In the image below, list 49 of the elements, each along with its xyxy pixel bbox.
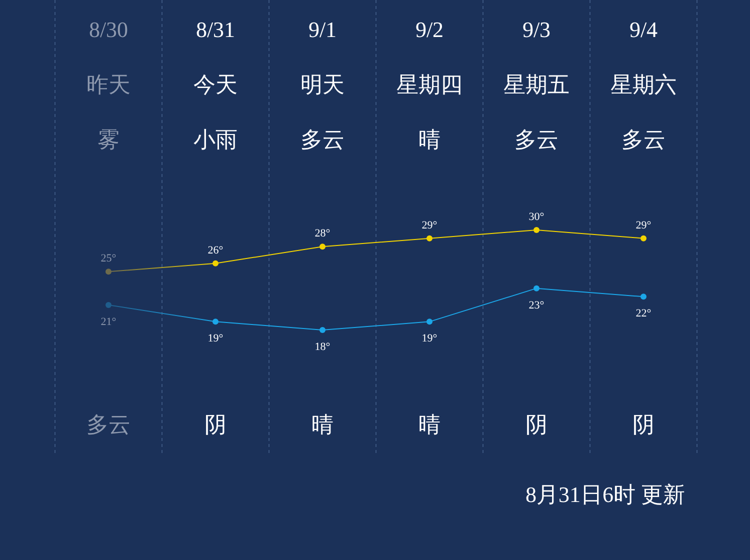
data-label: 29° bbox=[422, 219, 438, 232]
point bbox=[320, 244, 326, 250]
data-label: 18° bbox=[314, 341, 330, 353]
data-label: 22° bbox=[636, 308, 652, 320]
data-label: 30° bbox=[528, 211, 544, 223]
x-tick-label: 8/30 bbox=[88, 17, 128, 42]
text: 昨天 bbox=[86, 71, 132, 99]
text: 星期四 bbox=[396, 71, 464, 99]
text: 阴 bbox=[632, 411, 656, 439]
text: 多云 bbox=[86, 411, 132, 439]
text: 阴 bbox=[204, 411, 228, 439]
x-tick-label: 9/3 bbox=[522, 17, 551, 42]
data-label: 23° bbox=[528, 299, 544, 312]
data-label: 19° bbox=[422, 332, 438, 345]
x-tick-label: 8/31 bbox=[196, 17, 236, 42]
data-label: 26° bbox=[208, 244, 224, 256]
text: 晴 bbox=[418, 411, 442, 439]
data-label: 29° bbox=[636, 219, 652, 232]
point bbox=[534, 227, 540, 233]
point bbox=[320, 327, 326, 333]
text: 今天 bbox=[192, 71, 238, 99]
point bbox=[426, 318, 432, 325]
data-label: 28° bbox=[314, 228, 330, 240]
point bbox=[534, 285, 540, 292]
point bbox=[106, 268, 112, 275]
text: 小雨 bbox=[192, 126, 238, 154]
x-tick-label: 9/2 bbox=[415, 17, 444, 42]
text: 8月31日6时 更新 bbox=[526, 481, 685, 509]
text: 星期五 bbox=[502, 71, 570, 99]
text: 晴 bbox=[418, 126, 442, 154]
point bbox=[212, 318, 218, 325]
point bbox=[640, 235, 646, 242]
point bbox=[426, 235, 432, 242]
data-label: 21° bbox=[100, 316, 116, 328]
text: 多云 bbox=[300, 126, 346, 154]
text: 晴 bbox=[310, 411, 334, 439]
text: 星期六 bbox=[610, 71, 678, 99]
x-tick-label: 9/1 bbox=[308, 17, 337, 42]
x-tick-label: 9/4 bbox=[629, 17, 658, 42]
text: 多云 bbox=[514, 126, 560, 154]
text: 多云 bbox=[620, 126, 666, 154]
point bbox=[212, 260, 218, 266]
point bbox=[640, 294, 646, 300]
text: 明天 bbox=[300, 71, 346, 99]
data-label: 19° bbox=[208, 332, 224, 345]
data-label: 25° bbox=[100, 252, 116, 265]
text: 雾 bbox=[96, 126, 120, 154]
text: 阴 bbox=[524, 411, 548, 439]
point bbox=[106, 302, 112, 308]
